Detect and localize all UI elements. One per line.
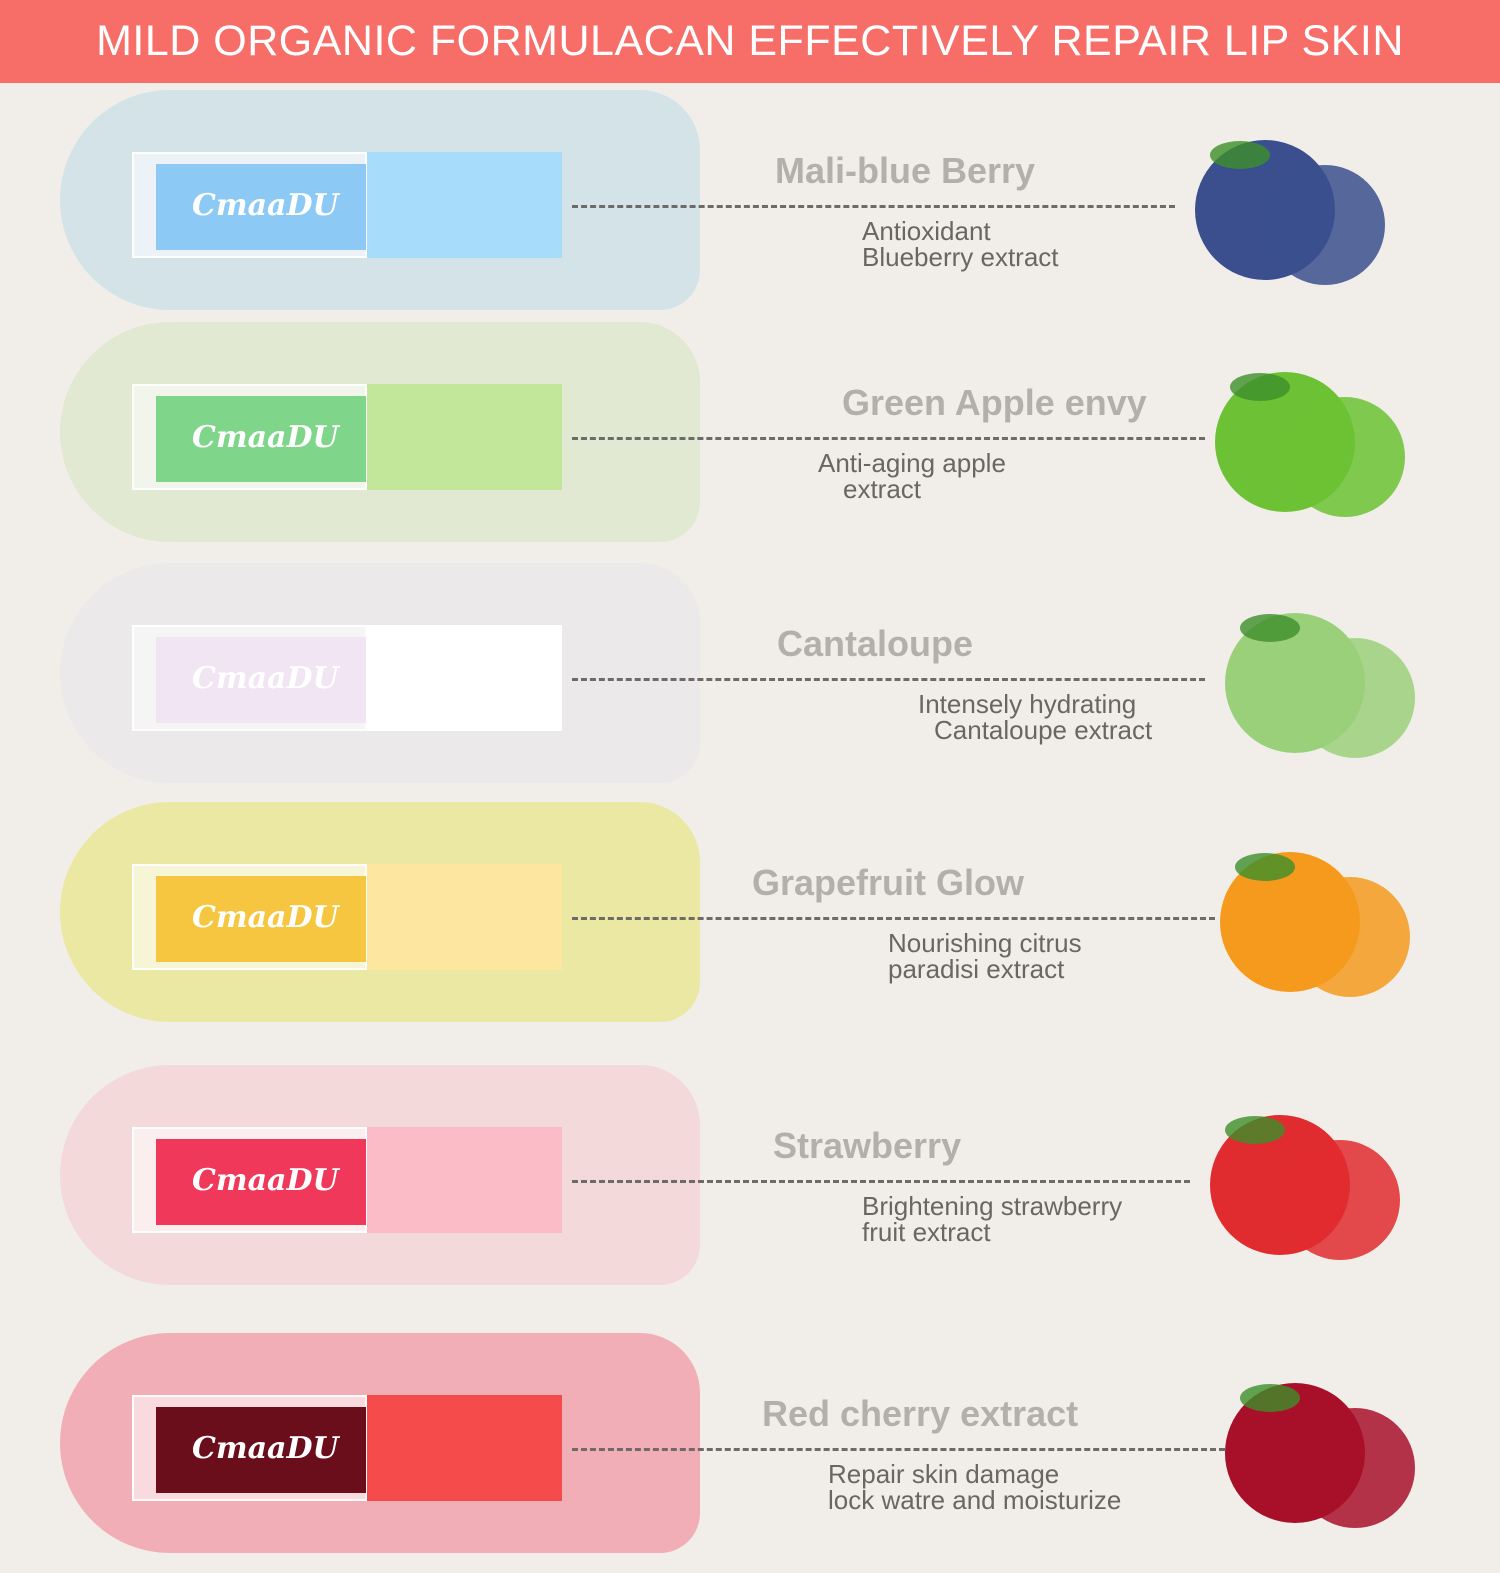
tube-liquid [156, 1139, 366, 1225]
product-row: CmaaDU Mali-blue Berry Antioxidant Blueb… [0, 80, 1500, 330]
tube-glass: CmaaDU [132, 864, 367, 970]
product-description: Nourishing citrus paradisi extract [888, 930, 1082, 982]
cherry-icon [1225, 1383, 1415, 1528]
description-line: Intensely hydrating [918, 689, 1137, 719]
tube-liquid [156, 396, 366, 482]
tube-glass: CmaaDU [132, 1395, 367, 1501]
product-row: CmaaDU Red cherry extract Repair skin da… [0, 1323, 1500, 1573]
product-name: Green Apple envy [842, 382, 1147, 423]
description-line: paradisi extract [888, 954, 1065, 984]
divider-line [572, 917, 1215, 920]
tube-cap [367, 864, 562, 970]
product-description: Repair skin damage lock watre and moistu… [828, 1461, 1121, 1513]
tube-cap [367, 384, 562, 490]
lip-oil-tube: CmaaDU [132, 864, 562, 970]
tube-glass: CmaaDU [132, 625, 367, 731]
lip-oil-tube: CmaaDU [132, 152, 562, 258]
tube-liquid [156, 164, 366, 250]
brand-logo: CmaaDU [192, 900, 339, 935]
brand-logo: CmaaDU [192, 420, 339, 455]
tube-glass: CmaaDU [132, 1127, 367, 1233]
brand-logo: CmaaDU [192, 1431, 339, 1466]
product-name: Cantaloupe [777, 623, 974, 664]
product-row: CmaaDU Strawberry Brightening strawberry… [0, 1055, 1500, 1305]
divider-line [572, 678, 1205, 681]
description-line: Anti-aging apple [818, 448, 1006, 478]
tube-liquid [156, 637, 366, 723]
tube-cap [367, 152, 562, 258]
brand-logo: CmaaDU [192, 661, 339, 696]
lip-oil-tube: CmaaDU [132, 384, 562, 490]
blueberry-icon [1195, 140, 1385, 285]
product-name: Strawberry [773, 1125, 962, 1166]
cantaloupe-icon [1225, 613, 1415, 758]
lip-oil-tube: CmaaDU [132, 625, 562, 731]
brand-logo: CmaaDU [192, 1163, 339, 1198]
description-line: Blueberry extract [862, 242, 1059, 272]
description-line: fruit extract [862, 1217, 991, 1247]
tube-cap [367, 1395, 562, 1501]
tube-cap [367, 625, 562, 731]
strawberry-icon [1210, 1115, 1400, 1260]
tube-liquid [156, 876, 366, 962]
green-apple-icon [1215, 372, 1405, 517]
description-line: Antioxidant [862, 216, 991, 246]
product-description: Brightening strawberry fruit extract [862, 1193, 1122, 1245]
product-description: Anti-aging apple extract [818, 450, 1006, 502]
description-line: Repair skin damage [828, 1459, 1060, 1489]
description-line: Nourishing citrus [888, 928, 1082, 958]
product-row: CmaaDU Grapefruit Glow Nourishing citrus… [0, 792, 1500, 1042]
product-description: Antioxidant Blueberry extract [862, 218, 1059, 270]
orange-icon [1220, 852, 1410, 997]
product-description: Intensely hydrating Cantaloupe extract [918, 691, 1152, 743]
tube-cap [367, 1127, 562, 1233]
banner-title: MILD ORGANIC FORMULACAN EFFECTIVELY REPA… [0, 0, 1500, 83]
brand-logo: CmaaDU [192, 188, 339, 223]
tube-glass: CmaaDU [132, 384, 367, 490]
product-name: Red cherry extract [762, 1393, 1079, 1434]
divider-line [572, 1180, 1190, 1183]
description-line: Cantaloupe extract [934, 715, 1153, 745]
product-name: Mali-blue Berry [775, 150, 1036, 191]
divider-line [572, 1448, 1225, 1451]
description-line: Brightening strawberry [862, 1191, 1123, 1221]
lip-oil-tube: CmaaDU [132, 1395, 562, 1501]
description-line: lock watre and moisturize [828, 1485, 1122, 1515]
tube-glass: CmaaDU [132, 152, 367, 258]
divider-line [572, 437, 1205, 440]
product-name: Grapefruit Glow [752, 862, 1025, 903]
tube-liquid [156, 1407, 366, 1493]
lip-oil-tube: CmaaDU [132, 1127, 562, 1233]
description-line: extract [843, 474, 922, 504]
product-row: CmaaDU Cantaloupe Intensely hydrating Ca… [0, 553, 1500, 803]
divider-line [572, 205, 1175, 208]
product-row: CmaaDU Green Apple envy Anti-aging apple… [0, 312, 1500, 562]
